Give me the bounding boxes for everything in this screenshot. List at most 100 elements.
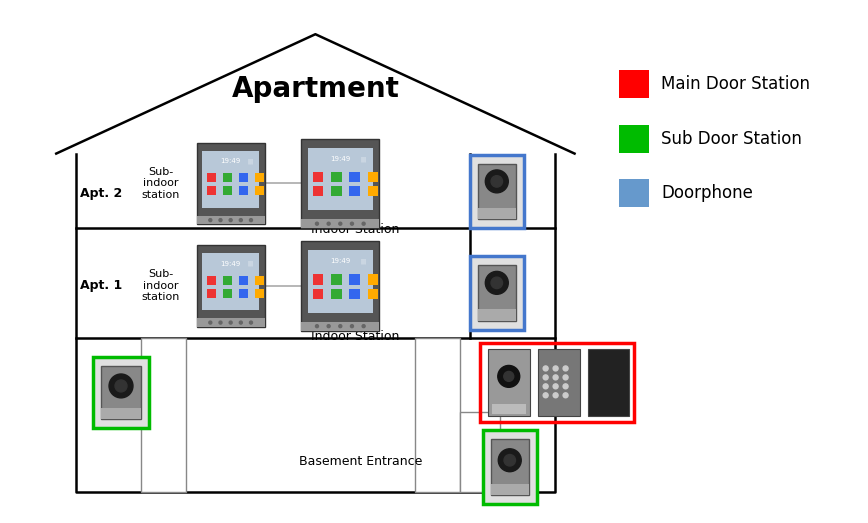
Circle shape	[351, 222, 353, 225]
Bar	[101, 366, 141, 419]
Bar	[368, 172, 378, 182]
Bar	[202, 151, 260, 208]
Circle shape	[339, 325, 342, 327]
Circle shape	[115, 380, 127, 392]
Circle shape	[219, 321, 222, 324]
Bar	[254, 173, 264, 182]
Bar	[301, 219, 379, 228]
Circle shape	[553, 393, 558, 398]
Bar	[620, 124, 649, 153]
Circle shape	[485, 170, 509, 193]
Text: Apt. 1: Apt. 1	[80, 279, 122, 292]
Text: Apt. 2: Apt. 2	[80, 187, 122, 200]
Bar	[368, 274, 378, 285]
Bar	[470, 256, 523, 329]
Bar	[254, 289, 264, 298]
Circle shape	[109, 374, 133, 398]
Bar	[197, 319, 265, 327]
Circle shape	[240, 219, 242, 222]
Circle shape	[362, 325, 365, 327]
Bar	[537, 348, 580, 416]
Bar	[480, 343, 635, 422]
Circle shape	[229, 321, 232, 324]
Bar	[301, 322, 379, 331]
Circle shape	[503, 371, 514, 381]
Bar	[620, 179, 649, 207]
Circle shape	[485, 271, 509, 294]
Bar	[490, 439, 529, 495]
Bar	[588, 348, 629, 416]
Bar	[312, 274, 323, 285]
Text: Sub-
indoor
station: Sub- indoor station	[141, 167, 180, 200]
Circle shape	[563, 393, 568, 398]
Bar	[368, 186, 378, 197]
Circle shape	[553, 384, 558, 389]
Bar	[223, 276, 232, 285]
Circle shape	[563, 366, 568, 371]
Bar	[307, 147, 373, 210]
Bar	[207, 173, 216, 182]
Text: |||: |||	[360, 156, 366, 162]
Text: |||: |||	[360, 258, 366, 264]
Circle shape	[315, 222, 319, 225]
Circle shape	[229, 219, 232, 222]
Circle shape	[362, 222, 365, 225]
Bar	[490, 484, 529, 495]
Circle shape	[563, 384, 568, 389]
Circle shape	[563, 375, 568, 380]
Bar	[254, 186, 264, 195]
Circle shape	[553, 366, 558, 371]
Circle shape	[351, 325, 353, 327]
Circle shape	[339, 222, 342, 225]
Text: |||: |||	[247, 158, 253, 164]
Circle shape	[543, 384, 548, 389]
Bar	[460, 412, 500, 492]
Text: 19:49: 19:49	[220, 158, 240, 164]
Bar	[350, 274, 360, 285]
Bar	[197, 143, 265, 224]
Bar	[223, 289, 232, 298]
Bar	[197, 245, 265, 327]
Text: 19:49: 19:49	[220, 260, 240, 267]
Bar	[93, 357, 149, 428]
Bar	[307, 250, 373, 313]
Circle shape	[543, 366, 548, 371]
Bar	[477, 265, 516, 321]
Circle shape	[327, 325, 330, 327]
Text: Doorphone: Doorphone	[661, 185, 753, 202]
Circle shape	[498, 449, 522, 472]
Bar	[620, 70, 649, 98]
Bar	[239, 289, 247, 298]
Text: Basement Entrance: Basement Entrance	[299, 456, 422, 469]
Bar	[301, 241, 379, 331]
Circle shape	[543, 393, 548, 398]
Bar	[239, 276, 247, 285]
Circle shape	[249, 219, 253, 222]
Bar	[415, 337, 460, 492]
Circle shape	[504, 454, 516, 466]
Bar	[477, 208, 516, 219]
Bar	[332, 172, 342, 182]
Bar	[312, 172, 323, 182]
Bar	[223, 173, 232, 182]
Bar	[301, 139, 379, 228]
Bar	[141, 337, 186, 492]
Circle shape	[315, 325, 319, 327]
Text: |||: |||	[247, 261, 253, 266]
Bar	[483, 430, 536, 504]
Bar	[350, 172, 360, 182]
Circle shape	[209, 219, 212, 222]
Circle shape	[553, 375, 558, 380]
Bar	[101, 408, 141, 419]
Bar	[312, 289, 323, 299]
Circle shape	[219, 219, 222, 222]
Text: 19:49: 19:49	[330, 258, 351, 264]
Circle shape	[491, 277, 503, 289]
Bar	[332, 186, 342, 197]
Bar	[207, 289, 216, 298]
Bar	[239, 173, 247, 182]
Circle shape	[249, 321, 253, 324]
Bar	[332, 274, 342, 285]
Text: Indoor Station: Indoor Station	[311, 329, 399, 343]
Circle shape	[491, 176, 503, 187]
